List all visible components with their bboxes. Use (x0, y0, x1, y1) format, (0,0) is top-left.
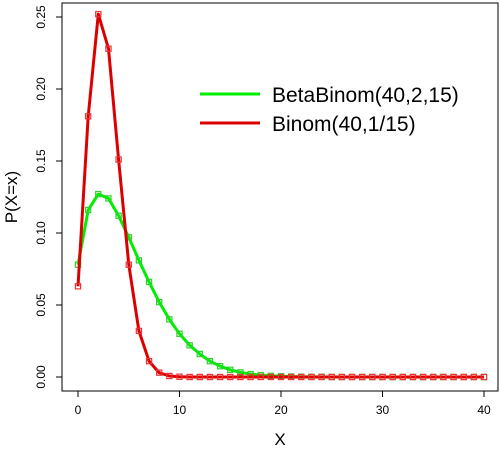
data-point (318, 373, 325, 381)
data-point (379, 373, 386, 381)
series-line (76, 192, 484, 379)
data-point (470, 373, 478, 381)
data-point (95, 190, 102, 198)
data-point (206, 357, 214, 365)
data-point (74, 283, 82, 290)
data-point (156, 298, 163, 306)
legend: BetaBinom(40,2,15) Binom(40,1/15) (200, 84, 459, 136)
data-point (145, 357, 153, 365)
y-tick-label: 0.15 (34, 149, 48, 173)
data-point (145, 278, 153, 286)
data-point (186, 373, 193, 381)
data-point (166, 372, 173, 380)
legend-label: Binom(40,1/15) (272, 113, 416, 136)
data-point (125, 261, 132, 268)
data-point (389, 373, 396, 381)
data-point (328, 373, 335, 381)
x-axis-title: X (274, 430, 285, 449)
data-point (84, 113, 92, 120)
data-point (480, 373, 488, 381)
data-point (440, 373, 447, 381)
x-axis: 0 10 20 30 40 (75, 390, 491, 417)
data-point (196, 350, 203, 358)
y-axis-title: P(X=x) (2, 171, 21, 223)
data-point (206, 373, 214, 381)
data-point (95, 10, 102, 18)
legend-label: BetaBinom(40,2,15) (272, 84, 459, 107)
data-point (430, 373, 437, 381)
y-tick-label: 0.00 (34, 365, 48, 389)
y-tick-label: 0.10 (34, 221, 48, 245)
y-tick-label: 0.25 (34, 5, 48, 29)
x-tick-label: 10 (173, 403, 187, 417)
data-point (227, 366, 234, 374)
series-layer (74, 10, 488, 381)
data-point (308, 373, 315, 381)
series-1 (74, 10, 488, 381)
series-0 (74, 190, 488, 381)
y-tick-label: 0.05 (34, 293, 48, 317)
data-point (409, 373, 417, 381)
data-point (348, 373, 356, 381)
data-point (105, 195, 112, 202)
data-point (176, 373, 183, 380)
data-point (369, 373, 376, 381)
data-point (186, 342, 193, 349)
data-point (399, 373, 407, 381)
y-axis: 0.00 0.05 0.10 0.15 0.20 0.25 (34, 5, 63, 389)
data-point (105, 45, 112, 52)
data-point (237, 373, 244, 381)
x-tick-label: 0 (75, 403, 82, 417)
data-point (359, 373, 366, 381)
y-tick-label: 0.20 (34, 77, 48, 101)
x-tick-label: 40 (477, 403, 491, 417)
data-point (216, 373, 224, 381)
data-point (196, 373, 203, 381)
data-point (115, 156, 122, 163)
x-tick-label: 30 (376, 403, 390, 417)
series-line (76, 12, 484, 379)
data-point (277, 373, 285, 381)
data-point (338, 373, 346, 381)
data-point (257, 373, 264, 381)
x-tick-label: 20 (274, 403, 288, 417)
data-point (176, 330, 183, 338)
data-point (419, 373, 427, 381)
data-point (135, 257, 143, 264)
plot-frame (61, 2, 499, 392)
data-point (450, 373, 457, 381)
data-point (135, 327, 143, 335)
data-point (166, 316, 173, 323)
data-point (216, 363, 224, 370)
data-point (115, 212, 122, 219)
data-point (460, 373, 467, 381)
data-point (227, 373, 234, 381)
data-point (267, 373, 275, 381)
data-point (84, 206, 92, 214)
data-point (156, 369, 163, 376)
data-point (247, 373, 254, 381)
data-point (287, 373, 295, 381)
data-point (298, 373, 305, 381)
